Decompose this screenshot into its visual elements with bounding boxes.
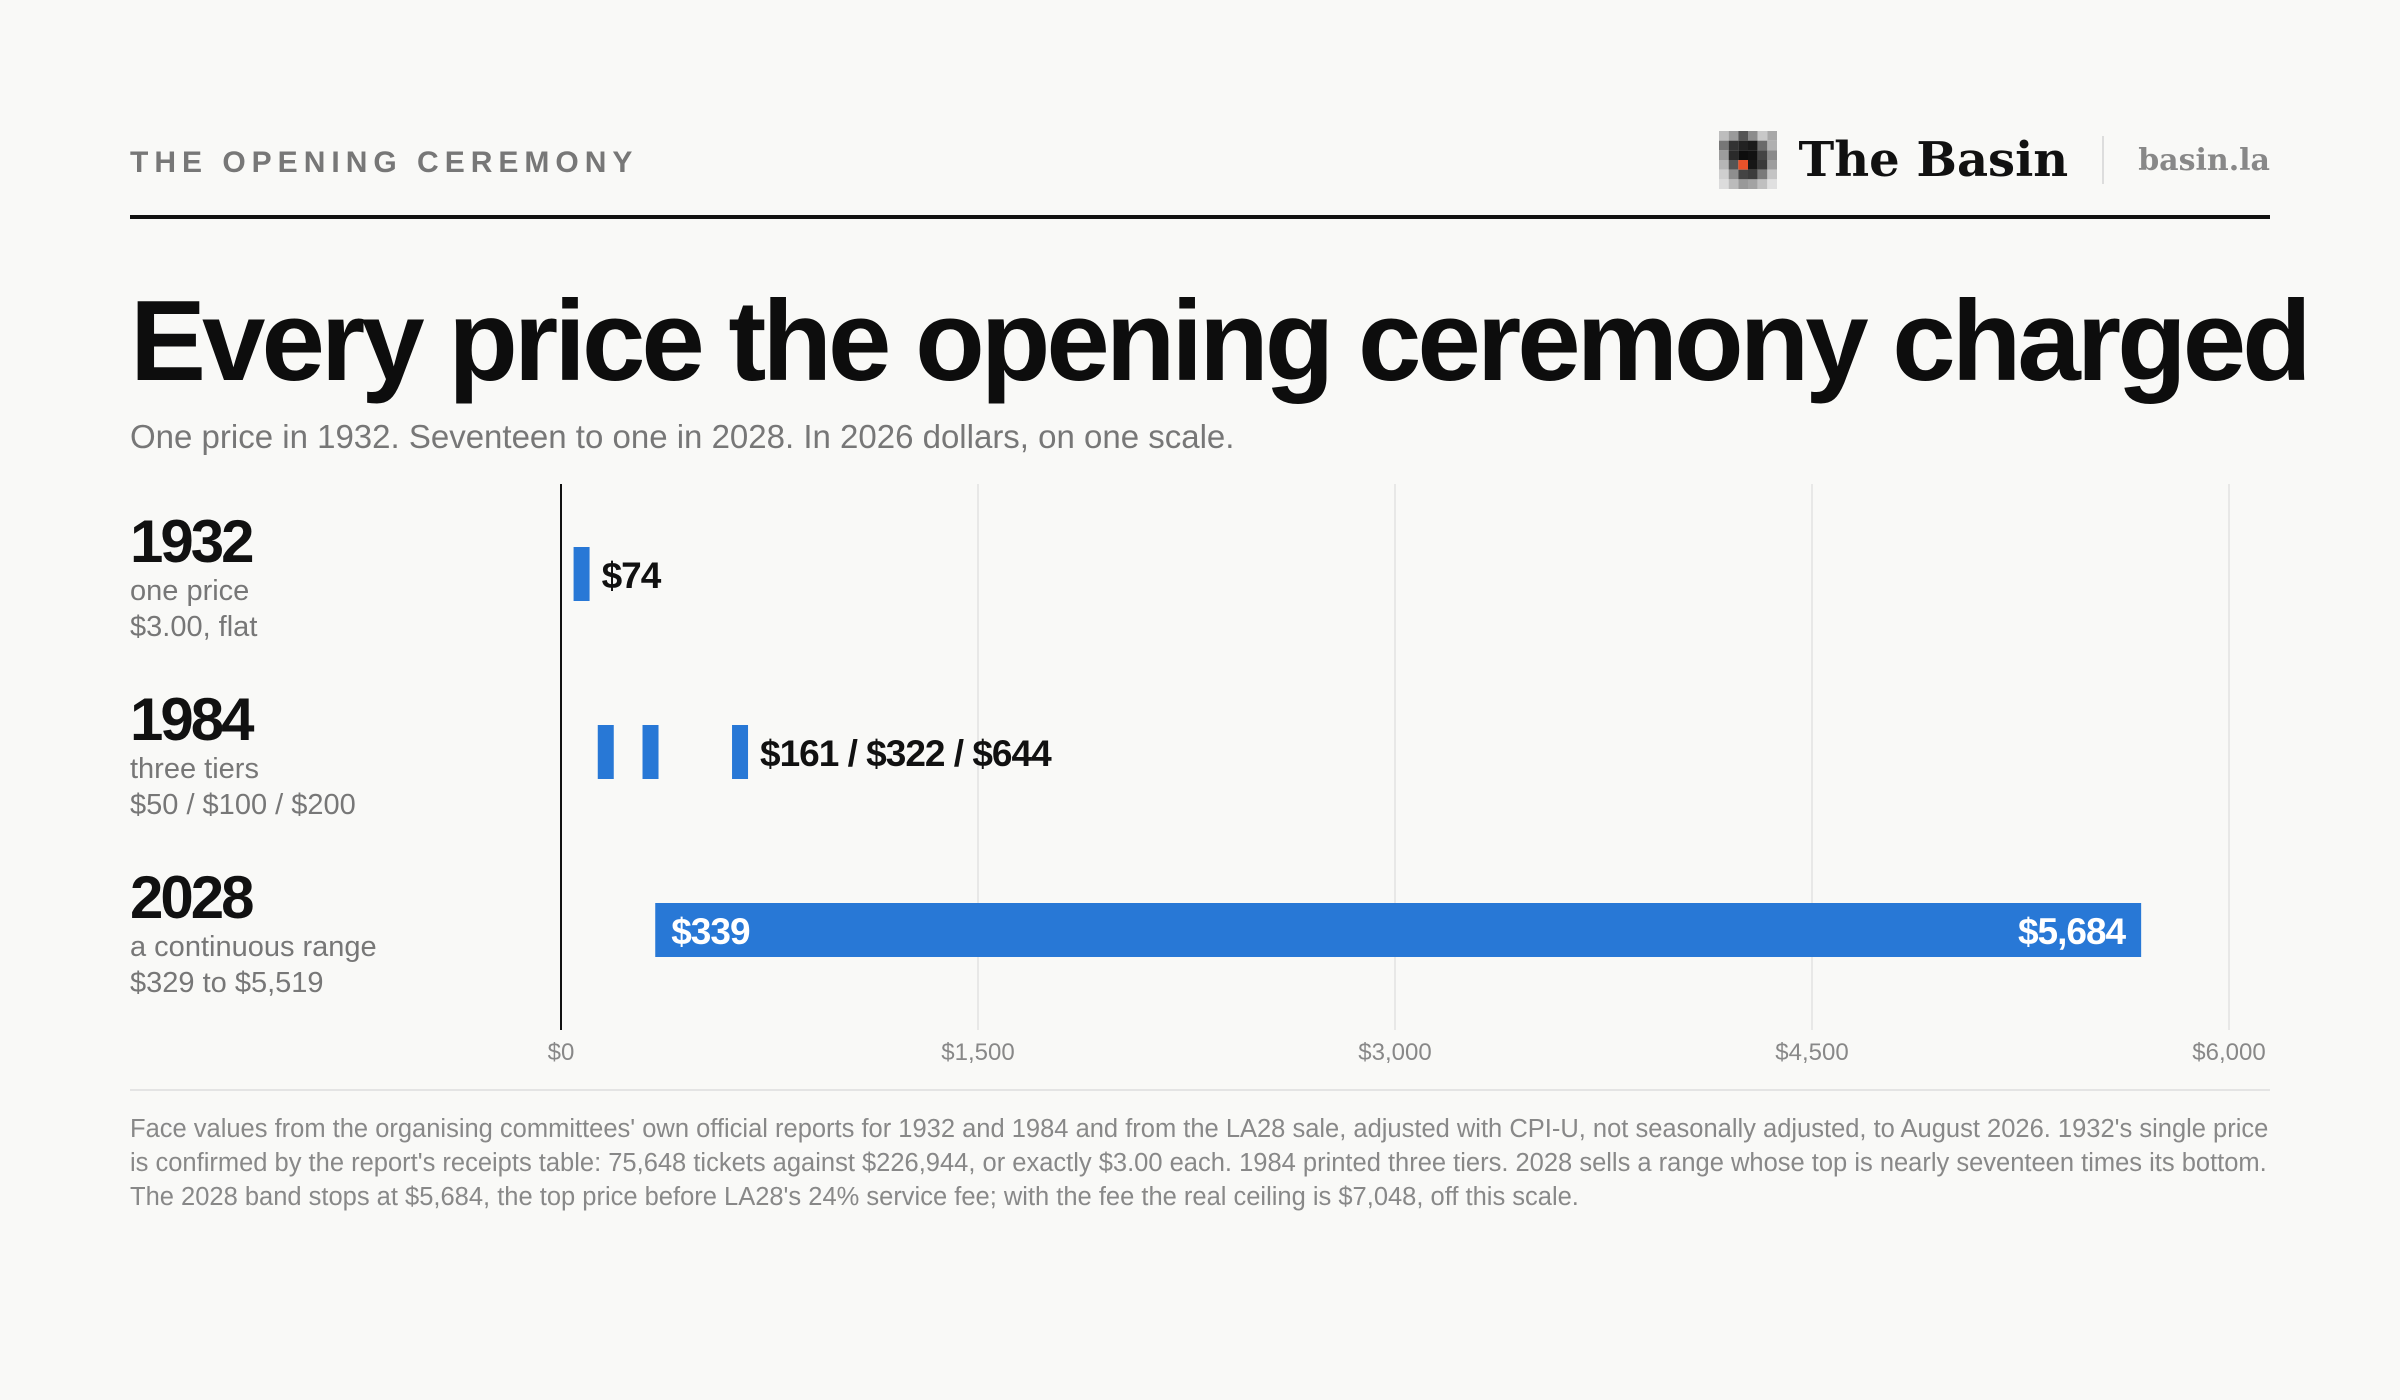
header-rule (130, 215, 2270, 219)
pixel-mosaic-logo-icon (1718, 131, 1777, 189)
brand-name: The Basin (1798, 132, 2069, 188)
row-price: $329 to $5,519 (130, 967, 324, 999)
row-year: 1932 (130, 508, 254, 575)
row-price: $3.00, flat (130, 611, 258, 643)
price-range-bar (655, 903, 2142, 957)
price-mark (597, 725, 614, 779)
brand-url-link[interactable]: basin.la (2138, 142, 2270, 178)
x-tick-label: $1,500 (941, 1039, 1014, 1066)
row-desc: one price (130, 575, 250, 607)
brand-lockup[interactable]: The Basin basin.la (1718, 128, 2270, 192)
x-tick-label: $6,000 (2192, 1039, 2265, 1066)
row-year: 1984 (130, 686, 254, 753)
source-note: Face values from the organising committe… (130, 1115, 2269, 1211)
price-mark (732, 725, 749, 779)
x-tick-label: $3,000 (1358, 1039, 1431, 1066)
row-label-1984: 1984 three tiers $50 / $100 / $200 (130, 689, 356, 823)
x-tick-label: $0 (548, 1039, 575, 1066)
row-year: 2028 (130, 864, 254, 931)
brand-divider (2102, 136, 2105, 184)
price-mark (573, 547, 590, 601)
data-label: $161 / $322 / $644 (760, 733, 1052, 774)
range-min-label: $339 (671, 911, 750, 952)
range-max-label: $5,684 (2018, 911, 2127, 952)
x-tick-label: $4,500 (1775, 1039, 1848, 1066)
row-desc: a continuous range (130, 931, 377, 963)
chart-title: Every price the opening ceremony charged (130, 278, 2312, 405)
row-label-1932: 1932 one price $3.00, flat (130, 511, 257, 645)
price-mark (642, 725, 659, 779)
footer-rule (130, 1089, 2270, 1091)
data-label: $74 (602, 555, 662, 596)
row-price: $50 / $100 / $200 (130, 789, 356, 821)
chart-subtitle: One price in 1932. Seventeen to one in 2… (130, 418, 1235, 455)
row-label-2028: 2028 a continuous range $329 to $5,519 (130, 867, 377, 1001)
section-kicker: THE OPENING CEREMONY (130, 146, 639, 179)
row-desc: three tiers (130, 753, 259, 785)
